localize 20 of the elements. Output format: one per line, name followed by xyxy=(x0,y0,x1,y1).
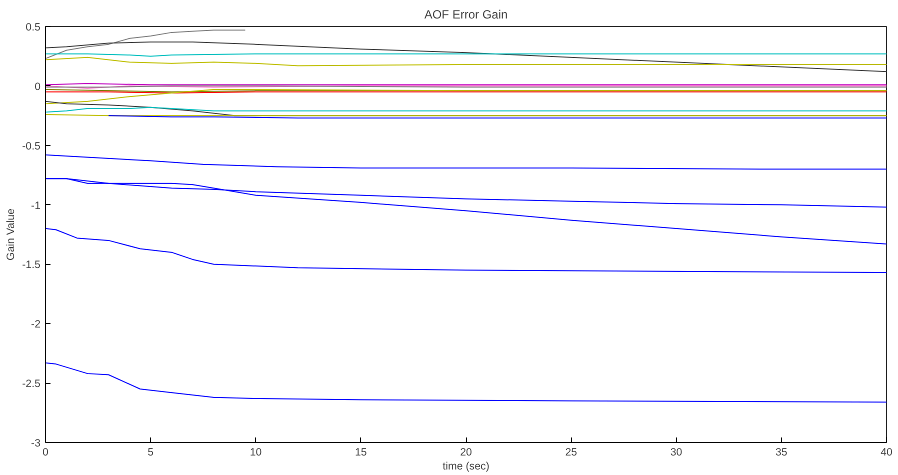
x-tick-label: 0 xyxy=(42,446,49,458)
y-tick-label: 0 xyxy=(34,80,41,93)
x-tick-label: 30 xyxy=(670,446,682,458)
x-tick-label: 35 xyxy=(775,446,788,458)
y-tick-label: -2.5 xyxy=(22,378,41,390)
x-tick-label: 25 xyxy=(565,446,578,458)
chart-title: AOF Error Gain xyxy=(424,8,508,22)
y-tick-label: -1.5 xyxy=(22,259,41,272)
x-tick-label: 20 xyxy=(460,446,472,458)
x-tick-label: 5 xyxy=(148,446,154,458)
y-tick-label: -0.5 xyxy=(22,140,41,152)
y-axis-title: Gain Value xyxy=(5,208,18,260)
y-tick-label: -3 xyxy=(31,438,41,450)
x-axis-title: time (sec) xyxy=(442,460,490,472)
x-tick-label: 40 xyxy=(880,446,892,458)
x-tick-label: 10 xyxy=(250,446,262,458)
y-tick-label: 0.5 xyxy=(26,22,41,34)
y-tick-label: -2 xyxy=(31,318,41,331)
x-tick-label: 15 xyxy=(354,446,367,458)
y-tick-label: -1 xyxy=(31,200,41,212)
